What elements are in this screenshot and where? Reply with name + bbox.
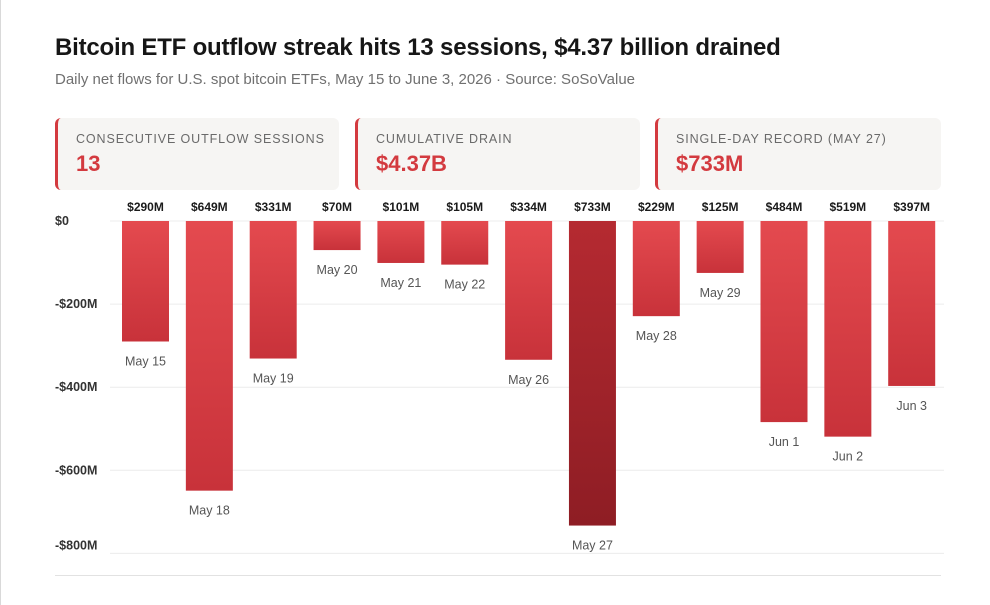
bar-value-label: $649M [191, 200, 228, 214]
y-tick-label: $0 [55, 214, 69, 228]
bar-value-label: $229M [638, 200, 675, 214]
bar-category-label: May 15 [125, 354, 166, 368]
bar-value-label: $290M [127, 200, 164, 214]
bar-category-label: Jun 2 [833, 450, 864, 464]
bar-may-22 [441, 221, 489, 265]
bar-value-label: $125M [702, 200, 739, 214]
left-border [0, 0, 1, 605]
stat-value: 13 [76, 151, 101, 176]
bar-category-label: Jun 3 [896, 399, 927, 413]
bar-category-label: May 19 [253, 372, 294, 386]
bar-jun-1 [760, 221, 808, 423]
bar-category-label: May 28 [636, 329, 677, 343]
bar-value-label: $105M [446, 200, 483, 214]
bar-value-label: $484M [766, 200, 803, 214]
bar-value-label: $334M [510, 200, 547, 214]
bar-value-label: $397M [893, 200, 930, 214]
stat-label: CUMULATIVE DRAIN [376, 132, 513, 146]
bar-category-label: May 29 [700, 286, 741, 300]
bar-value-label: $519M [829, 200, 866, 214]
y-tick-label: -$800M [55, 538, 97, 552]
y-tick-label: -$600M [55, 463, 97, 477]
bar-may-21 [377, 221, 425, 263]
bar-may-28 [632, 221, 680, 317]
bar-category-label: May 27 [572, 539, 613, 553]
stat-value: $4.37B [376, 151, 447, 176]
stat-label: CONSECUTIVE OUTFLOW SESSIONS [76, 132, 325, 146]
stat-card-cumulative: CUMULATIVE DRAIN $4.37B [355, 118, 640, 190]
labels: $290M May 15 $649M May 18 $331M May 19 $70M May… [125, 200, 930, 553]
chart-subtitle: Daily net flows for U.S. spot bitcoin ET… [55, 71, 636, 88]
bar-may-27 [568, 221, 616, 526]
stat-label: SINGLE-DAY RECORD (MAY 27) [676, 132, 887, 146]
stat-value: $733M [676, 151, 744, 176]
y-axis: $0 -$200M -$400M -$600M -$800M [55, 214, 97, 552]
bar-value-label: $101M [383, 200, 420, 214]
bar-category-label: May 18 [189, 504, 230, 518]
bar-value-label: $70M [322, 200, 352, 214]
chart-title: Bitcoin ETF outflow streak hits 13 sessi… [55, 34, 781, 61]
y-tick-label: -$200M [55, 297, 97, 311]
bar-category-label: May 22 [444, 278, 485, 292]
bar-category-label: May 26 [508, 373, 549, 387]
bar-may-26 [505, 221, 553, 360]
bar-value-label: $733M [574, 200, 611, 214]
bar-category-label: May 20 [317, 263, 358, 277]
bottom-divider [55, 575, 941, 576]
bar-may-20 [313, 221, 361, 251]
bar-category-label: May 21 [380, 276, 421, 290]
bars [122, 221, 936, 526]
stat-card-sessions: CONSECUTIVE OUTFLOW SESSIONS 13 [55, 118, 339, 190]
bar-value-label: $331M [255, 200, 292, 214]
bar-may-18 [185, 221, 233, 491]
bar-category-label: Jun 1 [769, 435, 800, 449]
bar-jun-2 [824, 221, 872, 437]
y-tick-label: -$400M [55, 380, 97, 394]
bar-may-19 [249, 221, 297, 359]
stat-card-record: SINGLE-DAY RECORD (MAY 27) $733M [655, 118, 941, 190]
bar-may-15 [122, 221, 169, 342]
bar-jun-3 [888, 221, 936, 386]
bar-may-29 [696, 221, 744, 273]
